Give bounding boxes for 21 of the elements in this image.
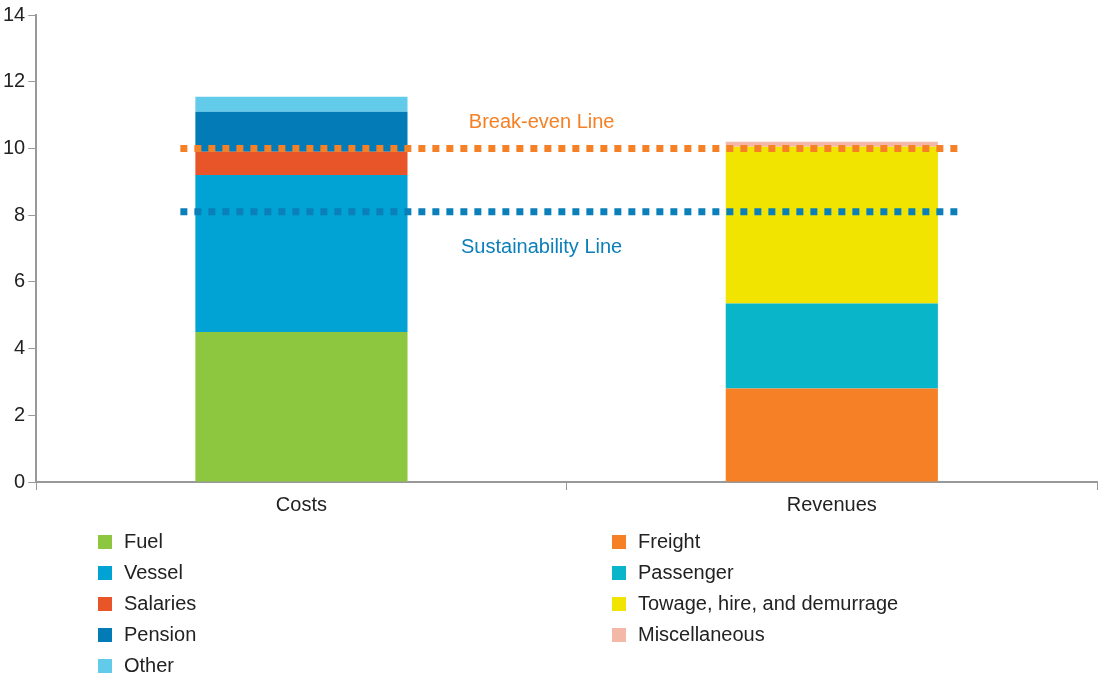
- legend-label: Fuel: [124, 530, 163, 553]
- y-tick-label: 12: [3, 69, 26, 92]
- legend-label: Pension: [124, 623, 197, 646]
- legend-label: Passenger: [638, 561, 734, 584]
- y-tick-label: 10: [3, 135, 26, 158]
- y-tick-label: 14: [3, 2, 26, 25]
- ref-line-label: Break-even Line: [468, 109, 615, 132]
- x-tick-label: Revenues: [786, 492, 877, 515]
- legend-label: Towage, hire, and demurrage: [638, 592, 899, 615]
- y-tick-label: 6: [14, 269, 26, 292]
- legend-label: Vessel: [124, 561, 183, 584]
- y-tick-label: 0: [14, 469, 26, 492]
- legend-label: Miscellaneous: [638, 623, 765, 646]
- y-tick-label: 4: [14, 336, 26, 359]
- y-tick-label: 8: [14, 202, 26, 225]
- legend-label: Freight: [638, 530, 701, 553]
- x-tick-label: Costs: [275, 492, 327, 515]
- ref-line-label: Sustainability Line: [461, 235, 623, 258]
- legend-label: Other: [124, 654, 175, 674]
- legend-label: Salaries: [124, 592, 197, 615]
- y-tick-label: 2: [14, 402, 26, 425]
